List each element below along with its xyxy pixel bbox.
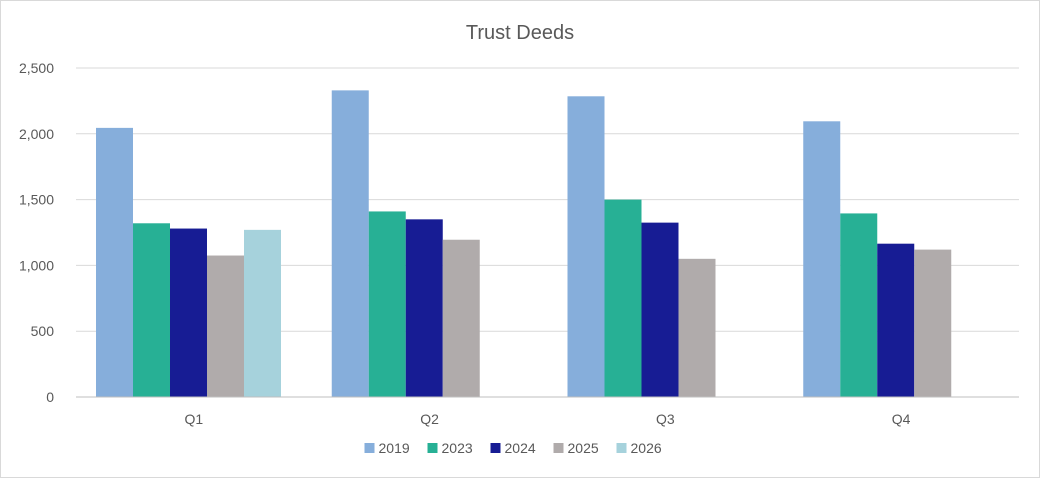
legend-swatch-2023: [427, 443, 438, 453]
bar-2025-Q3: [678, 258, 716, 397]
x-category-label: Q3: [656, 411, 675, 427]
bar-2026-Q1: [244, 229, 281, 397]
bar-2019-Q4: [803, 121, 841, 397]
y-tick-label: 1,000: [19, 257, 54, 273]
legend-label: 2025: [568, 440, 599, 456]
bar-2023-Q3: [604, 199, 642, 397]
bar-2019-Q2: [331, 90, 369, 397]
legend-label: 2019: [379, 440, 410, 456]
bar-2024-Q4: [877, 243, 915, 397]
legend-label: 2023: [442, 440, 473, 456]
bars: [96, 90, 952, 398]
y-tick-label: 0: [46, 389, 54, 405]
x-category-label: Q1: [185, 411, 204, 427]
y-tick-label: 2,500: [19, 60, 54, 76]
bar-2024-Q1: [170, 228, 207, 397]
legend-swatch-2025: [553, 443, 564, 453]
y-tick-label: 2,000: [19, 126, 54, 142]
bar-2019-Q3: [567, 96, 605, 397]
chart-title: Trust Deeds: [466, 22, 574, 44]
bar-2025-Q1: [207, 255, 244, 397]
bar-2024-Q3: [641, 222, 679, 397]
y-axis-ticks: 0 500 1,000 1,500 2,000 2,500: [19, 60, 54, 405]
bar-2019-Q1: [96, 127, 133, 398]
legend-swatch-2024: [490, 443, 501, 453]
bar-2025-Q2: [442, 239, 480, 397]
bar-2025-Q4: [914, 249, 952, 397]
legend-label: 2024: [505, 440, 536, 456]
bar-2023-Q4: [840, 213, 878, 397]
legend-label: 2026: [631, 440, 662, 456]
x-category-label: Q4: [892, 411, 911, 427]
bar-2023-Q2: [368, 211, 406, 397]
legend-swatch-2026: [616, 443, 627, 453]
y-tick-label: 500: [31, 323, 55, 339]
y-tick-label: 1,500: [19, 192, 54, 208]
bar-2024-Q2: [405, 219, 443, 397]
x-axis-categories: Q1 Q2 Q3 Q4: [185, 411, 911, 427]
bar-2023-Q1: [133, 223, 170, 397]
legend-swatch-2019: [364, 443, 375, 453]
legend: 2019 2023 2024 2025 2026: [364, 440, 662, 456]
x-category-label: Q2: [420, 411, 439, 427]
